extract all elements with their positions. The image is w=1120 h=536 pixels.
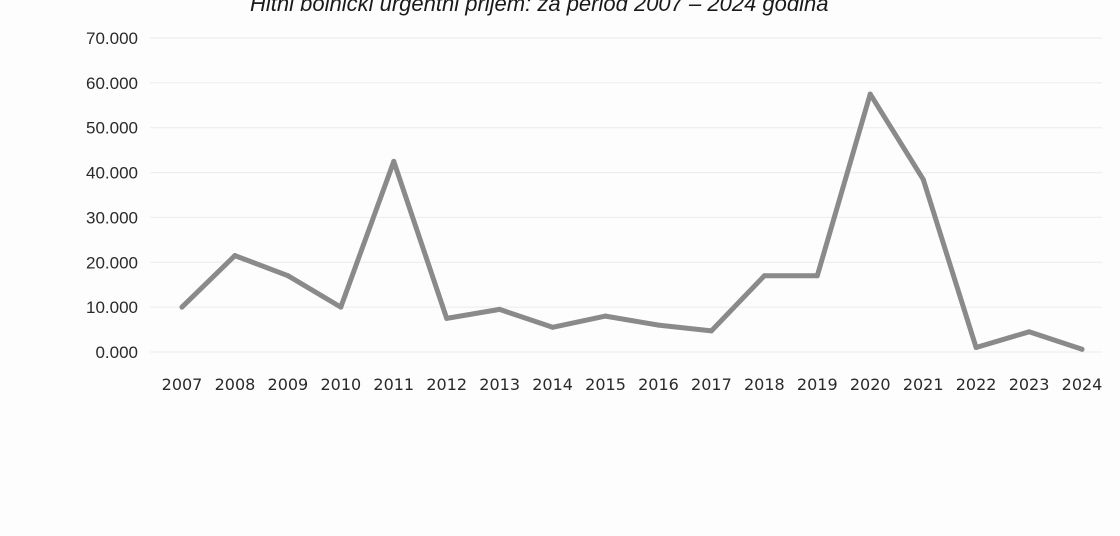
x-tick-label: 2016 [638, 375, 679, 394]
data-point [920, 176, 926, 182]
y-tick-label: 40.000 [86, 164, 138, 183]
grid-layer [150, 37, 1102, 353]
x-tick-label: 2020 [850, 375, 891, 394]
data-point [603, 313, 609, 319]
y-tick-label: 30.000 [86, 208, 138, 227]
data-point [814, 273, 820, 279]
y-tick-label: 50.000 [86, 119, 138, 138]
y-axis-tick-labels: 0.000 10.000 20.000 30.000 40.000 50.000 60.00… [86, 29, 138, 362]
data-point [338, 304, 344, 310]
x-tick-label: 2021 [903, 375, 944, 394]
data-point [285, 273, 291, 279]
x-tick-label: 2009 [268, 375, 309, 394]
data-point [655, 322, 661, 328]
data-point [232, 253, 238, 259]
data-point [497, 306, 503, 312]
y-tick-label: 20.000 [86, 253, 138, 272]
x-tick-label: 2015 [585, 375, 626, 394]
x-tick-label: 2024 [1062, 375, 1103, 394]
x-tick-label: 2008 [215, 375, 256, 394]
x-tick-label: 2011 [373, 375, 414, 394]
x-tick-label: 2010 [320, 375, 361, 394]
data-point [179, 304, 185, 310]
data-point [708, 328, 714, 334]
chart-title: Hitni bolnički urgentni prijem: za perio… [250, 0, 829, 16]
x-tick-label: 2014 [532, 375, 573, 394]
data-point [1079, 346, 1085, 352]
x-tick-label: 2023 [1009, 375, 1050, 394]
y-tick-label: 10.000 [86, 298, 138, 317]
x-tick-label: 2012 [426, 375, 467, 394]
x-tick-label: 2013 [479, 375, 520, 394]
data-point [550, 324, 556, 330]
y-tick-label: 60.000 [86, 74, 138, 93]
x-tick-label: 2018 [744, 375, 785, 394]
data-point [1026, 329, 1032, 335]
x-tick-label: 2007 [162, 375, 203, 394]
y-tick-label: 0.000 [95, 343, 138, 362]
x-tick-label: 2022 [956, 375, 997, 394]
data-point [444, 315, 450, 321]
data-point [973, 345, 979, 351]
data-point [867, 91, 873, 97]
x-tick-label: 2019 [797, 375, 838, 394]
series-line [179, 91, 1085, 352]
data-point [761, 273, 767, 279]
series-layer [179, 91, 1085, 352]
data-point [391, 158, 397, 164]
y-tick-label: 70.000 [86, 29, 138, 48]
x-tick-label: 2017 [691, 375, 732, 394]
x-axis-tick-labels: 2007 2008 2009 2010 2011 2012 2013 2014 2015 2016… [162, 375, 1103, 394]
